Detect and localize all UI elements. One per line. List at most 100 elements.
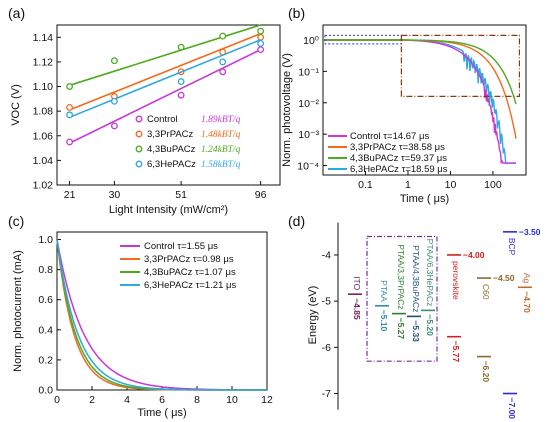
panel-a-xtick-label: 96 — [255, 189, 267, 201]
panel-c-ytick-label: 0.2 — [38, 354, 53, 366]
panel-d-level-label: C60 — [481, 284, 491, 300]
panel-c-ytick-label: 0.0 — [38, 385, 53, 397]
panel-b-xtick-label: 10 — [445, 179, 457, 191]
panel-a-fit-line — [69, 48, 261, 144]
panel-d-level-value: −5.10 — [379, 310, 389, 332]
panel-b-ytick-label: 10⁻³ — [298, 129, 319, 141]
panel-a-point — [257, 33, 265, 41]
panel-d-level-label: Ag — [522, 273, 532, 284]
panel-a-legend-slope: 1.89kBT/q — [201, 115, 241, 125]
panel-c-xtick-label: 8 — [194, 394, 200, 406]
panel-a-point — [66, 111, 74, 119]
panel-c-xtick-label: 10 — [226, 394, 238, 406]
panel-d-level-label: PTAA — [379, 280, 389, 302]
panel-a-legend-slope: 1.58kBT/q — [201, 160, 241, 170]
panel-a-point — [66, 138, 74, 146]
panel-a-ytick-label: 1.10 — [33, 81, 54, 93]
panel-c-legend-label: 6,3HePACz τ=1.21 μs — [144, 280, 236, 291]
panel-a-ylabel: VOC (V) — [10, 84, 22, 126]
panel-d-level-label: perovskite — [451, 261, 461, 300]
panel-a-ytick-label: 1.06 — [33, 130, 54, 142]
panel-b-xtick-label: 0.1 — [358, 179, 373, 191]
panel-a-point — [110, 122, 118, 130]
panel-c-legend-label: 3,3PrPACz τ=0.98 μs — [144, 254, 234, 265]
panel-a-legend-name: 4,3BuPACz — [147, 144, 196, 155]
panel-d-level-label: PTAA/6,3HePACz — [425, 239, 435, 307]
panel-a-xtick-label: 51 — [175, 189, 187, 201]
panel-a-point — [219, 58, 227, 66]
panel-d-ytick-label: -4 — [322, 249, 331, 261]
panel-c-xlabel: Time ( μs) — [137, 407, 186, 419]
panel-a-legend-marker — [135, 115, 143, 123]
panel-b-ytick-label: 10⁻⁴ — [297, 161, 319, 173]
panel-a-ytick-label: 1.14 — [33, 32, 54, 44]
panel-d-ytick-label: -5 — [322, 296, 331, 308]
panel-b-legend-label: 3,3PrPACz τ=38.58 μs — [350, 142, 445, 153]
panel-a-xtick-label: 21 — [64, 189, 76, 201]
panel-a-point — [66, 104, 74, 111]
panel-c-letter: (c) — [8, 213, 24, 229]
panel-b-legend-label: 4,3BuPACz τ=59.37 μs — [350, 153, 447, 164]
panel-b-zoom-box-brown — [400, 34, 521, 97]
panel-a-legend-name: 6,3HePACz — [147, 159, 196, 170]
panel-a-fit-line — [69, 32, 261, 111]
panel-b-photovoltage-chart: 10⁰ 10⁻¹ 10⁻² 10⁻³ 10⁻⁴ 0.1 1 10 100 Time ( μs) No… — [281, 24, 527, 205]
panel-a-ytick-label: 1.12 — [33, 56, 54, 68]
panel-a-point — [66, 83, 74, 90]
panel-c-xtick-label: 12 — [261, 394, 273, 406]
panel-a-legend-slope: 1.48kBT/q — [201, 130, 241, 140]
panel-b-plot-frame — [322, 24, 527, 176]
panel-a-legend-name: 3,3PrPACz — [147, 129, 194, 140]
panel-c-ytick-label: 0.8 — [38, 264, 53, 276]
panel-a-voc-chart: 1.02 1.04 1.06 1.08 1.10 1.12 1.14 21 30 51 96 Ligh… — [10, 24, 281, 216]
panel-a-fit-line — [69, 24, 261, 87]
panel-a-fit-line — [69, 39, 261, 119]
panel-d-level-bottom-value: −6.20 — [481, 361, 491, 383]
panel-c-ylabel: Norm. photocurrent (mA) — [12, 250, 24, 372]
panel-a-legend-slope: 1.24kBT/q — [201, 145, 241, 155]
panel-d-level-label: PTAA/4,3BuPACz — [411, 245, 421, 312]
panel-d-ytick-label: -7 — [322, 388, 331, 400]
panel-a-point — [110, 57, 118, 65]
panel-a-point — [219, 32, 227, 40]
panel-c-ytick-label: 1.0 — [38, 234, 53, 246]
panel-c-xtick-label: 2 — [89, 394, 95, 406]
panel-a-ytick-label: 1.08 — [33, 106, 54, 118]
panel-a-legend-name: Control — [147, 114, 178, 125]
panel-b-xlabel: Time ( μs) — [400, 193, 449, 205]
panel-d-htl-box — [366, 235, 438, 362]
panel-a-point — [177, 91, 185, 99]
panel-a-legend-marker — [135, 160, 143, 168]
panel-d-level-value: −5.27 — [396, 318, 406, 340]
panel-d-level-label: PTAA/3,3PrPACz — [396, 244, 406, 309]
panel-d-ytick-label: -6 — [322, 342, 331, 354]
panel-a-point — [257, 27, 265, 35]
panel-a-legend-marker — [135, 145, 143, 153]
panel-d-level-label: BCP — [507, 238, 517, 256]
panel-d-level-top-value: −4.50 — [493, 273, 515, 283]
panel-c-xtick-label: 0 — [54, 394, 60, 406]
panel-b-ytick-label: 10⁻² — [298, 98, 319, 110]
panel-b-letter: (b) — [288, 5, 305, 21]
panel-a-point — [257, 40, 265, 47]
panel-d-level-label: ITO — [352, 276, 362, 290]
panel-c-legend-label: 4,3BuPACz τ=1.07 μs — [144, 267, 236, 278]
panel-c-photocurrent-chart: 0.0 0.2 0.4 0.6 0.8 1.0 0 2 4 6 8 10 12 Time ( μs) Nor… — [12, 231, 273, 419]
panel-d-energy-diagram: -4 -5 -6 -7 Energy (eV) ITO −4.85 PTAA −5.10 PTAA… — [307, 222, 541, 419]
panel-a-point — [177, 43, 185, 51]
panel-c-ytick-label: 0.6 — [38, 294, 53, 306]
panel-d-level-value: −4.85 — [352, 298, 362, 320]
panel-a-xtick-label: 30 — [109, 189, 121, 201]
panel-b-ytick-label: 10⁻¹ — [298, 66, 319, 78]
panel-d-level-bottom-value: −5.77 — [451, 341, 461, 363]
panel-d-level-value: −5.33 — [411, 320, 421, 342]
panel-b-legend-label: 6,3HePACz τ=18.59 μs — [350, 164, 448, 175]
panel-a-legend-marker — [135, 130, 143, 138]
panel-c-legend-label: Control τ=1.55 μs — [144, 241, 218, 252]
panel-a-point — [110, 97, 118, 105]
panel-d-ylabel: Energy (eV) — [307, 286, 319, 345]
panel-a-plot-frame — [56, 24, 281, 186]
panel-b-series-line — [323, 39, 517, 105]
panel-d-level-top-value: −3.50 — [519, 227, 541, 237]
